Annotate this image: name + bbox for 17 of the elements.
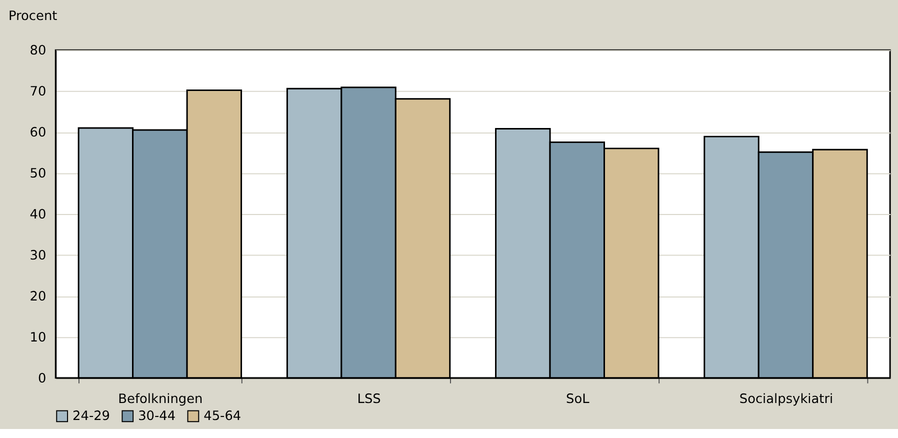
legend-label: 45-64 [204, 409, 242, 424]
x-tick-label: SoL [566, 392, 590, 408]
y-tick-label: 50 [30, 166, 46, 182]
legend-label: 30-44 [138, 409, 176, 424]
y-tick-label: 80 [30, 44, 46, 59]
y-tick-label: 60 [30, 126, 46, 141]
x-tick-label: Befolkningen [118, 392, 203, 408]
y-tick-label: 30 [30, 248, 46, 264]
y-tick-label: 0 [38, 371, 46, 386]
y-tick-label: 40 [30, 207, 46, 222]
x-tick-label: LSS [357, 392, 381, 408]
y-axis-title: Procent [8, 8, 58, 24]
legend-label: 24-29 [72, 409, 110, 424]
y-tick-label: 70 [30, 84, 46, 100]
y-tick-label: 20 [30, 289, 46, 304]
y-tick-label: 10 [30, 330, 46, 346]
x-tick-label: Socialpsykiatri [739, 392, 834, 408]
